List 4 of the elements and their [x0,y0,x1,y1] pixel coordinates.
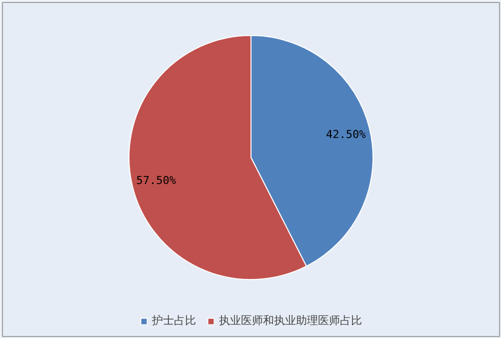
legend-label: 护士占比 [152,314,196,328]
data-label: 42.50% [326,128,366,142]
legend-label: 执业医师和执业助理医师占比 [219,314,362,328]
data-label: 57.50% [136,174,176,187]
